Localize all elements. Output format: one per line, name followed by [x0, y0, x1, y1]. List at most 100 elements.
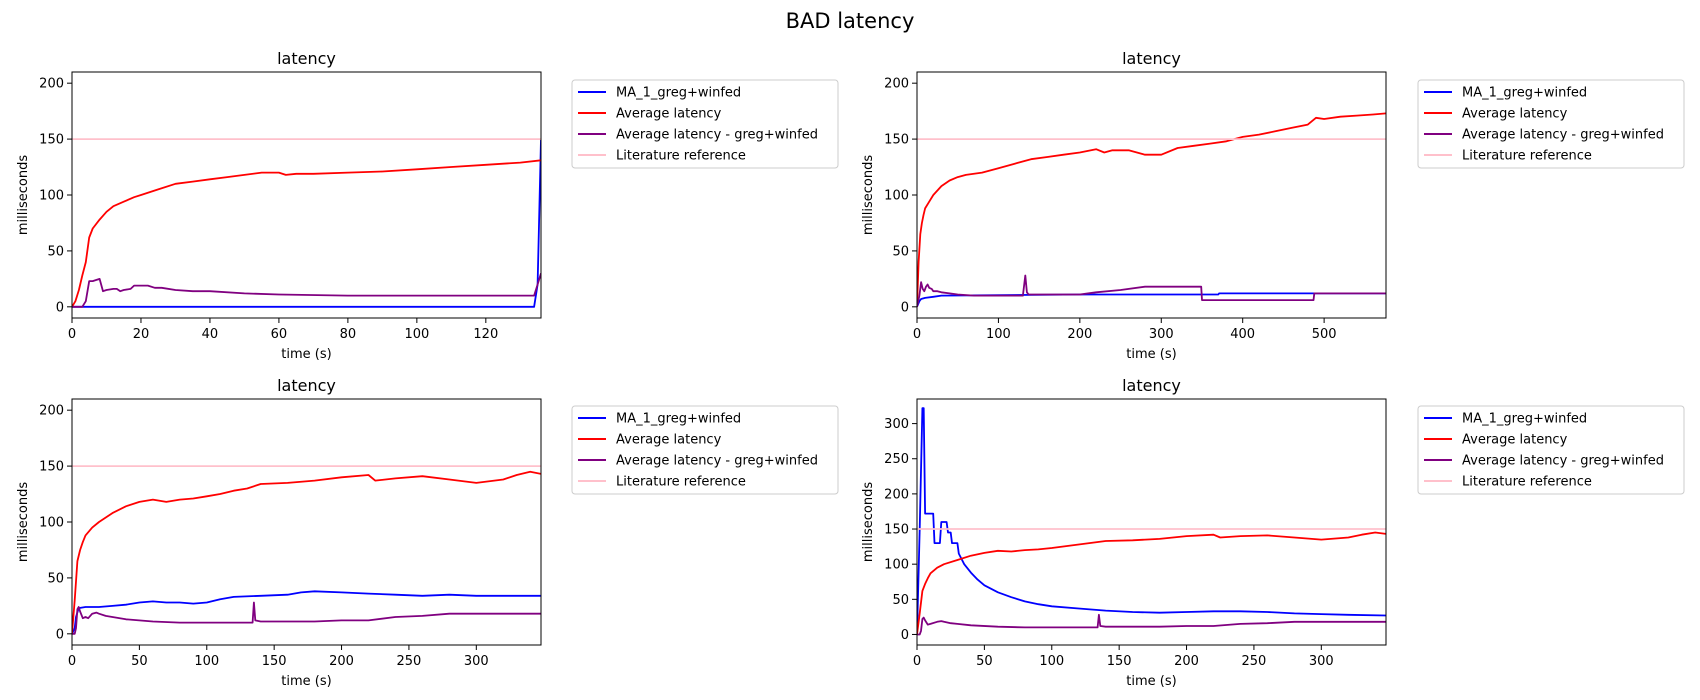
- x-tick-label: 50: [976, 654, 993, 669]
- x-tick-label: 0: [68, 327, 76, 342]
- legend-label: Literature reference: [616, 475, 746, 490]
- x-tick-label: 0: [913, 327, 921, 342]
- legend: MA_1_greg+winfed Average latency Average l…: [1417, 405, 1685, 495]
- x-tick-label: 50: [131, 654, 148, 669]
- y-tick-label: 0: [56, 627, 64, 642]
- y-tick-label: 200: [39, 404, 64, 419]
- y-tick-label: 150: [39, 133, 64, 148]
- x-tick-label: 100: [986, 327, 1011, 342]
- subplot-title: latency: [277, 376, 336, 395]
- y-axis-label: milliseconds: [861, 155, 876, 235]
- y-tick-label: 150: [884, 523, 909, 538]
- y-tick-label: 100: [884, 558, 909, 573]
- y-tick-label: 150: [39, 460, 64, 475]
- series-line-3: [72, 601, 541, 635]
- x-tick-label: 100: [194, 654, 219, 669]
- series-line-2: [72, 470, 541, 634]
- x-tick-label: 0: [68, 654, 76, 669]
- x-tick-label: 200: [1067, 327, 1092, 342]
- x-tick-label: 0: [913, 654, 921, 669]
- legend-label: Average latency - greg+winfed: [1462, 128, 1664, 143]
- y-tick-label: 0: [901, 628, 909, 643]
- y-tick-label: 200: [39, 77, 64, 92]
- legend-label: Literature reference: [1462, 475, 1592, 490]
- subplot-title: latency: [1122, 49, 1181, 68]
- y-axis-label: milliseconds: [861, 482, 876, 562]
- x-tick-label: 100: [1039, 654, 1064, 669]
- x-tick-label: 400: [1230, 327, 1255, 342]
- y-tick-label: 50: [47, 571, 64, 586]
- legend-box: [571, 79, 839, 169]
- y-tick-label: 50: [47, 244, 64, 259]
- legend-box: [571, 405, 839, 495]
- series-line-1: [917, 292, 1386, 308]
- y-tick-label: 100: [884, 189, 909, 204]
- legend-label: Average latency: [616, 433, 722, 448]
- y-tick-label: 50: [892, 593, 909, 608]
- x-tick-label: 300: [1309, 654, 1334, 669]
- legend: MA_1_greg+winfed Average latency Average l…: [571, 79, 839, 169]
- legend-label: Average latency: [1462, 433, 1568, 448]
- subplot-title: latency: [277, 49, 336, 68]
- x-tick-label: 250: [1242, 654, 1267, 669]
- subplot-2: 0 100 200 300 400 500 0 50 100 150 200 latency time …: [861, 49, 1685, 362]
- x-axis-label: time (s): [1126, 347, 1176, 362]
- x-tick-label: 40: [202, 327, 219, 342]
- legend-label: Literature reference: [616, 149, 746, 164]
- y-tick-label: 250: [884, 452, 909, 467]
- x-axis-label: time (s): [281, 674, 331, 689]
- x-tick-label: 150: [1107, 654, 1132, 669]
- x-tick-label: 200: [1174, 654, 1199, 669]
- subplot-3: 0 50 100 150 200 250 300 0 50 100 150 200 latency tim…: [16, 376, 839, 689]
- series-line-3: [917, 274, 1386, 307]
- legend-box: [1417, 405, 1685, 495]
- x-tick-label: 300: [464, 654, 489, 669]
- subplot-1: 0 20 40 60 80 100 120 0 50 100 150 200 latency time (…: [16, 49, 839, 362]
- figure-title: BAD latency: [785, 9, 915, 33]
- subplot-4: 0 50 100 150 200 250 300 0 50 100 150 200 250 300 late…: [861, 376, 1685, 689]
- series-line-1: [72, 590, 541, 635]
- y-axis-label: milliseconds: [16, 155, 31, 235]
- legend-label: Average latency - greg+winfed: [616, 128, 818, 143]
- axes-frame: [916, 398, 1387, 646]
- series-line-2: [917, 112, 1386, 307]
- axes-frame: [916, 71, 1387, 319]
- legend-label: MA_1_greg+winfed: [616, 412, 741, 427]
- legend-box: [1417, 79, 1685, 169]
- x-tick-label: 300: [1149, 327, 1174, 342]
- x-tick-label: 500: [1312, 327, 1337, 342]
- legend-label: MA_1_greg+winfed: [616, 86, 741, 101]
- legend: MA_1_greg+winfed Average latency Average l…: [1417, 79, 1685, 169]
- y-tick-label: 50: [892, 244, 909, 259]
- series-line-3: [72, 273, 541, 308]
- series-line-1: [72, 139, 541, 308]
- x-tick-label: 150: [262, 654, 287, 669]
- series-line-3: [917, 613, 1386, 636]
- x-tick-label: 20: [133, 327, 150, 342]
- x-tick-label: 250: [397, 654, 422, 669]
- legend-label: Average latency - greg+winfed: [1462, 454, 1664, 469]
- legend-label: MA_1_greg+winfed: [1462, 412, 1587, 427]
- legend-label: Average latency: [1462, 107, 1568, 122]
- legend-label: Average latency - greg+winfed: [616, 454, 818, 469]
- legend: MA_1_greg+winfed Average latency Average l…: [571, 405, 839, 495]
- x-axis-label: time (s): [281, 347, 331, 362]
- x-tick-label: 60: [271, 327, 288, 342]
- series-line-1: [917, 407, 1386, 635]
- y-tick-label: 200: [884, 487, 909, 502]
- axes-frame: [71, 398, 542, 646]
- x-tick-label: 100: [404, 327, 429, 342]
- subplot-title: latency: [1122, 376, 1181, 395]
- legend-label: MA_1_greg+winfed: [1462, 86, 1587, 101]
- y-tick-label: 300: [884, 417, 909, 432]
- y-axis-label: milliseconds: [16, 482, 31, 562]
- y-tick-label: 150: [884, 133, 909, 148]
- y-tick-label: 200: [884, 77, 909, 92]
- x-tick-label: 80: [340, 327, 357, 342]
- series-line-2: [72, 159, 541, 308]
- y-tick-label: 100: [39, 516, 64, 531]
- y-tick-label: 0: [56, 300, 64, 315]
- y-tick-label: 100: [39, 189, 64, 204]
- x-tick-label: 120: [473, 327, 498, 342]
